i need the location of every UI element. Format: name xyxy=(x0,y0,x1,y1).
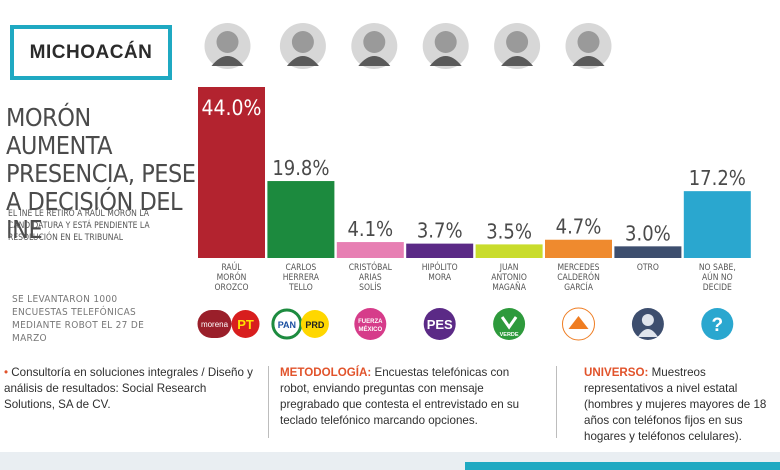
svg-text:morena: morena xyxy=(201,320,229,329)
footer-methodology: METODOLOGÍA: Encuestas telefónicas con r… xyxy=(280,365,528,429)
candidate-photo xyxy=(279,23,326,69)
category-label: JUAN ANTONIO MAGAÑA xyxy=(491,263,527,293)
movimiento-ciudadano-logo xyxy=(562,307,595,341)
data-label: 19.8% xyxy=(272,156,329,180)
category-label: RAÚL MORÓN OROZCO xyxy=(215,261,249,293)
category-label: NO SABE, AÚN NO DECIDE xyxy=(699,263,736,293)
candidate-photo xyxy=(422,23,469,69)
bullet-dot: • xyxy=(4,366,9,379)
region-badge: MICHOACÁN xyxy=(10,25,172,80)
universe-label: UNIVERSO: xyxy=(584,366,649,379)
svg-text:FUERZA: FUERZA xyxy=(358,319,383,325)
pes-logo: PES xyxy=(423,308,456,340)
category-label: MERCEDES CALDERÓN GARCÍA xyxy=(557,263,600,293)
svg-text:PES: PES xyxy=(427,317,453,332)
verde-logo: VERDE xyxy=(493,308,526,340)
data-label: 44.0% xyxy=(201,96,261,120)
data-label: 3.5% xyxy=(486,219,532,243)
pan-prd-logo: PAN PRD xyxy=(271,308,329,340)
footer-credits-text: Consultoría en soluciones integrales / D… xyxy=(4,366,253,411)
category-label: CARLOS HERRERA TELLO xyxy=(283,263,320,293)
data-label: 17.2% xyxy=(689,166,746,190)
footer-credits: • Consultoría en soluciones integrales /… xyxy=(4,365,254,413)
svg-text:PRD: PRD xyxy=(305,320,325,330)
region-title: MICHOACÁN xyxy=(29,41,153,63)
universe-text: Muestreos representativos a nivel estata… xyxy=(584,366,767,443)
candidate-photo xyxy=(565,23,612,69)
svg-text:MÉXICO: MÉXICO xyxy=(358,325,382,333)
headline: MORÓN AUMENTA PRESENCIA, PESE A DECISIÓN… xyxy=(6,103,196,244)
data-label: 3.0% xyxy=(625,221,671,245)
bottom-accent-bar xyxy=(465,462,780,470)
bar xyxy=(614,246,682,258)
candidate-photo xyxy=(494,23,541,69)
bar xyxy=(198,87,265,258)
category-label: CRISTÓBAL ARIAS SOLÍS xyxy=(349,261,393,293)
candidate-photo xyxy=(204,23,251,69)
bar xyxy=(475,244,543,258)
bar xyxy=(545,239,612,258)
footer-divider xyxy=(556,366,557,438)
bar-chart: 44.0% RAÚL MORÓN OROZCO morena PT 19.8% CARLOS H… xyxy=(197,23,751,341)
svg-text:?: ? xyxy=(711,315,723,336)
methodology-text: Encuestas telefónicas con robot, enviand… xyxy=(280,366,520,427)
category-label: OTRO xyxy=(637,263,659,273)
person-icon xyxy=(631,308,664,340)
data-label: 4.1% xyxy=(347,217,393,241)
footer-divider xyxy=(268,366,269,438)
bar xyxy=(336,242,404,258)
bar xyxy=(267,181,335,258)
subnote: EL INE LE RETIRÓ A RAÚL MORÓN LA CANDIDA… xyxy=(8,209,150,243)
candidate-photo xyxy=(351,23,398,69)
data-label: 3.7% xyxy=(417,219,463,243)
bar xyxy=(406,243,474,258)
method-note: SE LEVANTARON 1000 ENCUESTAS TELEFÓNICAS… xyxy=(12,294,145,344)
morena-pt-logo: morena PT xyxy=(197,310,260,338)
methodology-label: METODOLOGÍA: xyxy=(280,366,372,379)
category-label: HIPÓLITO MORA xyxy=(422,261,458,283)
question-icon: ? xyxy=(701,308,734,340)
data-label: 4.7% xyxy=(556,215,602,239)
svg-text:PAN: PAN xyxy=(278,320,296,330)
bar xyxy=(683,191,751,258)
svg-text:VERDE: VERDE xyxy=(500,332,519,338)
footer-universe: UNIVERSO: Muestreos representativos a ni… xyxy=(584,365,780,445)
svg-text:PT: PT xyxy=(237,317,254,332)
